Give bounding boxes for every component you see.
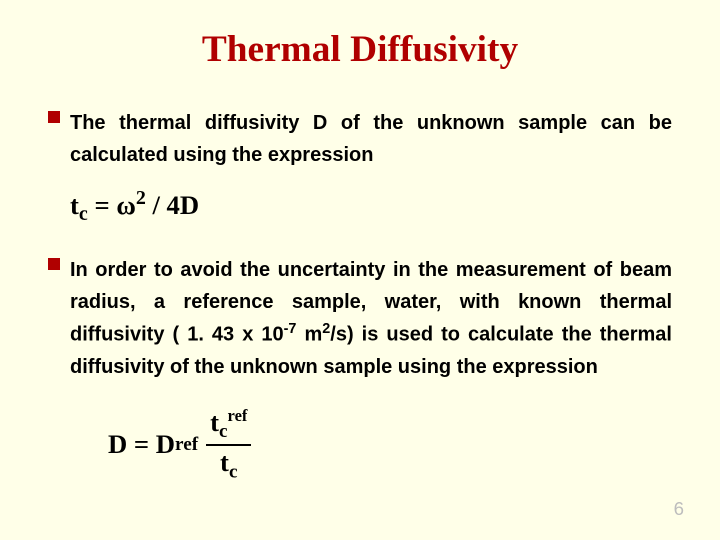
equation-2: D = Dref tcref tc bbox=[108, 407, 672, 483]
eq2-num-base: t bbox=[210, 407, 219, 437]
eq1-eq-sign: = bbox=[88, 190, 117, 220]
eq1-omega-sup: 2 bbox=[136, 187, 146, 209]
eq2-denominator: tc bbox=[216, 448, 241, 482]
bullet-item-2: In order to avoid the uncertainty in the… bbox=[48, 254, 672, 383]
eq2-fraction: tcref tc bbox=[206, 407, 251, 483]
fraction-bar bbox=[206, 444, 251, 446]
eq2-numerator: tcref bbox=[206, 407, 251, 442]
eq1-tail: / 4D bbox=[146, 190, 199, 220]
bullet-text-2: In order to avoid the uncertainty in the… bbox=[70, 254, 672, 383]
bullet-square-icon bbox=[48, 111, 60, 123]
bullet-item-1: The thermal diffusivity D of the unknown… bbox=[48, 107, 672, 171]
slide-title: Thermal Diffusivity bbox=[48, 28, 672, 71]
b2-sup1: -7 bbox=[284, 321, 297, 337]
eq1-omega: ω bbox=[116, 190, 136, 220]
page-number: 6 bbox=[674, 498, 684, 520]
bullet-square-icon bbox=[48, 258, 60, 270]
eq2-lhs: D = D bbox=[108, 429, 175, 460]
eq2-den-sub: c bbox=[229, 462, 238, 483]
eq2-lhs-sub: ref bbox=[175, 434, 198, 456]
eq2-num-sup: ref bbox=[228, 406, 248, 425]
bullet-text-1: The thermal diffusivity D of the unknown… bbox=[70, 107, 672, 171]
b2-p2: m bbox=[296, 324, 322, 346]
equation-1: tc = ω2 / 4D bbox=[70, 187, 672, 226]
eq1-lhs-sub: c bbox=[79, 203, 88, 225]
eq2-num-sub: c bbox=[219, 421, 228, 442]
eq2-den-base: t bbox=[220, 447, 229, 477]
slide: Thermal Diffusivity The thermal diffusiv… bbox=[0, 0, 720, 540]
eq1-lhs-base: t bbox=[70, 190, 79, 220]
